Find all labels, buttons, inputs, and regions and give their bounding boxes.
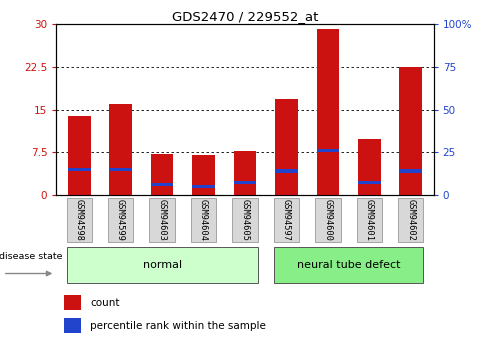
Bar bbox=[274, 247, 423, 283]
Bar bbox=[398, 198, 423, 242]
Text: neural tube defect: neural tube defect bbox=[297, 260, 400, 270]
Text: GSM94602: GSM94602 bbox=[406, 199, 416, 241]
Bar bbox=[192, 155, 215, 195]
Bar bbox=[399, 169, 422, 172]
Title: GDS2470 / 229552_at: GDS2470 / 229552_at bbox=[172, 10, 318, 23]
Text: disease state: disease state bbox=[0, 252, 63, 260]
Bar bbox=[67, 198, 92, 242]
Bar bbox=[192, 185, 215, 188]
Text: GSM94599: GSM94599 bbox=[116, 199, 125, 241]
Bar bbox=[64, 295, 81, 310]
Bar bbox=[109, 168, 132, 171]
Bar bbox=[191, 198, 216, 242]
Text: count: count bbox=[90, 298, 120, 308]
Bar bbox=[68, 168, 91, 171]
Text: GSM94604: GSM94604 bbox=[199, 199, 208, 241]
Text: GSM94601: GSM94601 bbox=[365, 199, 374, 241]
Bar bbox=[234, 181, 256, 184]
Bar bbox=[149, 198, 175, 242]
Bar bbox=[358, 181, 381, 184]
Bar bbox=[68, 116, 91, 195]
Bar bbox=[67, 247, 258, 283]
Text: percentile rank within the sample: percentile rank within the sample bbox=[90, 321, 266, 331]
Bar bbox=[64, 318, 81, 333]
Bar bbox=[315, 198, 341, 242]
Text: normal: normal bbox=[143, 260, 182, 270]
Bar bbox=[317, 149, 339, 152]
Bar bbox=[357, 198, 382, 242]
Bar bbox=[108, 198, 133, 242]
Bar bbox=[317, 29, 339, 195]
Text: GSM94600: GSM94600 bbox=[323, 199, 332, 241]
Text: GSM94605: GSM94605 bbox=[241, 199, 249, 241]
Bar bbox=[234, 150, 256, 195]
Bar bbox=[232, 198, 258, 242]
Bar bbox=[109, 104, 132, 195]
Bar bbox=[151, 183, 173, 186]
Text: GSM94598: GSM94598 bbox=[74, 199, 84, 241]
Bar bbox=[275, 99, 298, 195]
Bar bbox=[274, 198, 299, 242]
Bar bbox=[399, 67, 422, 195]
Bar bbox=[275, 169, 298, 172]
Text: GSM94597: GSM94597 bbox=[282, 199, 291, 241]
Bar bbox=[151, 154, 173, 195]
Text: GSM94603: GSM94603 bbox=[158, 199, 167, 241]
Bar bbox=[358, 139, 381, 195]
